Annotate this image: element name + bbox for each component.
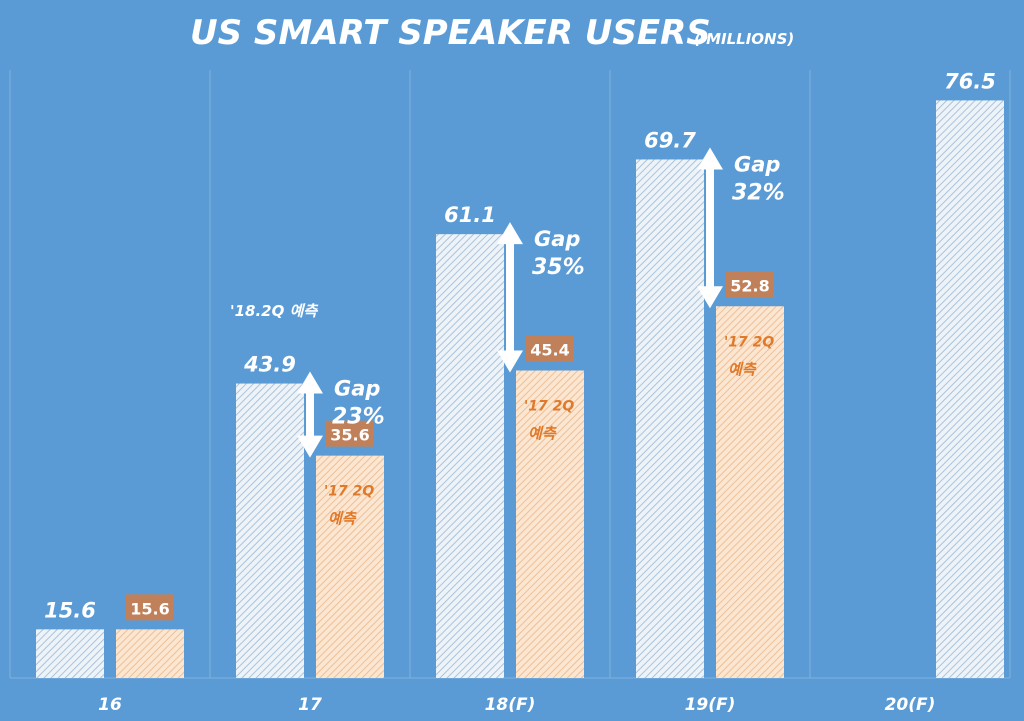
bar-forecast-2017 [116, 629, 184, 678]
data-label-box [326, 420, 374, 447]
gap-arrow-head-down [697, 286, 723, 309]
gap-label: Gap [534, 227, 580, 251]
gap-percent: 35% [532, 255, 585, 280]
gap-label: Gap [334, 377, 380, 401]
gap-arrow-head-down [497, 350, 523, 373]
forecast-note: '17 2Q [724, 334, 774, 350]
gap-label: Gap [734, 152, 780, 176]
bar-actual [936, 100, 1004, 678]
x-tick-label: 20(F) [885, 695, 936, 715]
data-label-box [726, 271, 774, 298]
bar-actual [36, 629, 104, 678]
data-label: 35.6 [330, 426, 369, 445]
forecast-note: '17 2Q [324, 484, 374, 500]
data-label-box [526, 335, 574, 362]
forecast-note: 예측 [728, 360, 757, 378]
bar-actual [236, 383, 304, 678]
bar-actual [436, 234, 504, 678]
data-label-box [126, 594, 174, 621]
x-tick-label: 19(F) [685, 695, 736, 715]
gap-percent: 32% [732, 180, 785, 205]
data-label: 69.7 [644, 128, 696, 152]
x-tick-label: 16 [98, 695, 122, 715]
chart-title: US SMART SPEAKER USERS [190, 13, 711, 53]
forecast-note: 예측 [528, 425, 557, 443]
forecast-note: '17 2Q [524, 399, 574, 415]
bar-forecast-2017 [516, 370, 584, 678]
forecast-note: 예측 [328, 510, 357, 528]
x-tick-label: 17 [298, 695, 322, 715]
data-label: 61.1 [444, 203, 496, 227]
gap-arrow-head-up [297, 371, 323, 394]
gap-arrow-head-up [497, 222, 523, 245]
data-label: 15.6 [130, 599, 169, 618]
bar-forecast-2017 [716, 306, 784, 678]
gap-arrow-head-down [297, 435, 323, 458]
data-label: 43.9 [243, 353, 296, 377]
gap-arrow-head-up [697, 147, 723, 170]
gap-percent: 23% [332, 405, 385, 430]
bar-actual [636, 159, 704, 678]
x-tick-label: 18(F) [485, 695, 536, 715]
forecast-label: '18.2Q 예측 [230, 302, 318, 320]
data-label: 15.6 [44, 598, 96, 622]
chart-subtitle: ( MILLIONS) [694, 30, 794, 48]
bar-forecast-2017 [316, 455, 384, 678]
data-label: 76.5 [944, 69, 996, 93]
data-label: 52.8 [730, 276, 769, 295]
data-label: 45.4 [530, 341, 569, 360]
